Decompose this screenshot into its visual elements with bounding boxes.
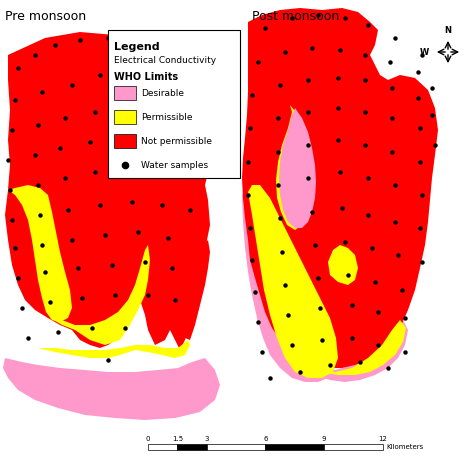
Polygon shape	[328, 245, 358, 285]
Text: Kilometers: Kilometers	[386, 444, 423, 450]
Text: Water samples: Water samples	[141, 161, 208, 170]
Polygon shape	[3, 358, 220, 420]
Text: Post monsoon: Post monsoon	[252, 10, 339, 23]
Bar	[114, 134, 136, 148]
Polygon shape	[8, 185, 72, 322]
Bar	[265, 444, 324, 450]
Bar	[114, 110, 136, 124]
Text: Electrical Conductivity: Electrical Conductivity	[114, 56, 216, 65]
Text: 3: 3	[204, 436, 209, 442]
Bar	[114, 86, 136, 100]
Text: Legend: Legend	[114, 42, 160, 52]
Bar	[324, 444, 383, 450]
Polygon shape	[287, 320, 406, 375]
Polygon shape	[248, 185, 338, 378]
Text: N: N	[445, 26, 452, 35]
Polygon shape	[242, 185, 338, 382]
Text: Pre monsoon: Pre monsoon	[5, 10, 86, 23]
Polygon shape	[279, 108, 316, 228]
Text: 12: 12	[379, 436, 387, 442]
Polygon shape	[38, 340, 190, 358]
Text: 6: 6	[263, 436, 268, 442]
Polygon shape	[242, 8, 438, 368]
Text: Permissible: Permissible	[141, 112, 192, 121]
Polygon shape	[5, 30, 215, 350]
Polygon shape	[276, 105, 314, 230]
Polygon shape	[282, 318, 408, 382]
Text: Not permissible: Not permissible	[141, 137, 212, 146]
Bar	[148, 444, 177, 450]
Text: WHO Limits: WHO Limits	[114, 72, 178, 82]
Text: 9: 9	[322, 436, 327, 442]
Text: 0: 0	[146, 436, 150, 442]
FancyBboxPatch shape	[108, 30, 240, 178]
Polygon shape	[182, 240, 210, 340]
Bar	[177, 444, 207, 450]
Text: Desirable: Desirable	[141, 89, 184, 98]
Text: 1.5: 1.5	[172, 436, 183, 442]
Text: W: W	[420, 47, 429, 56]
Bar	[207, 444, 265, 450]
Polygon shape	[50, 245, 150, 345]
